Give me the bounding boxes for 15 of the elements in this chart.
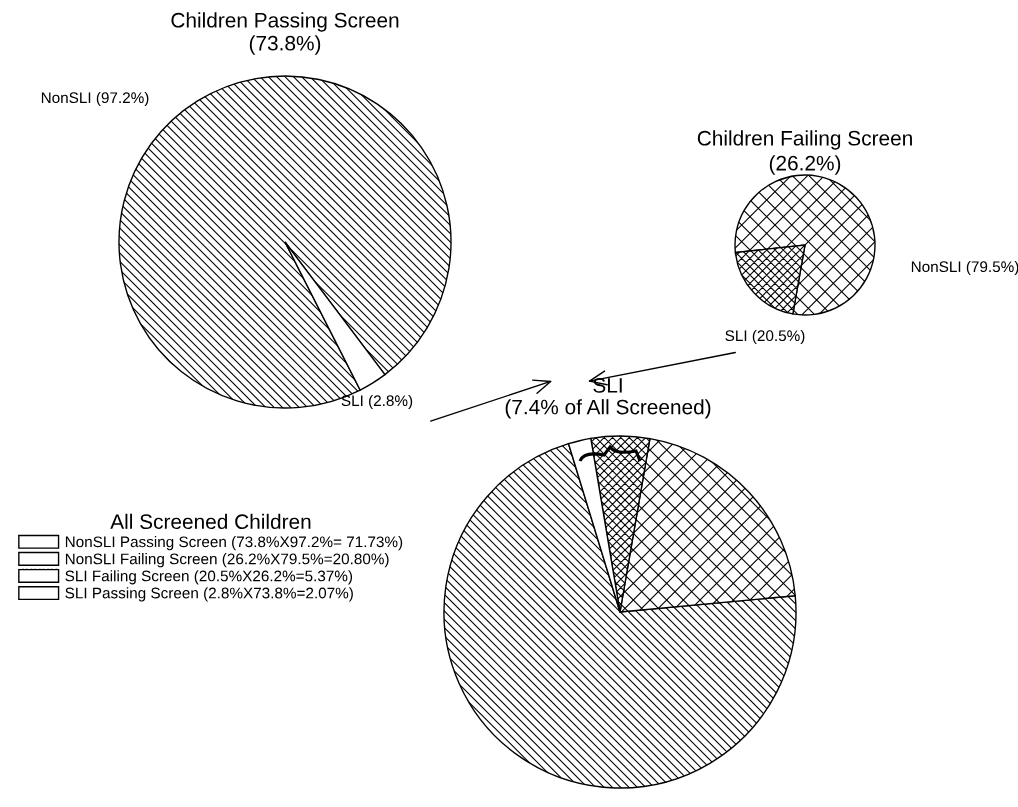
legend-title: All Screened Children	[110, 513, 311, 530]
pie-slice	[284, 241, 386, 391]
text: SLI (7.4% of All Screened)	[505, 378, 711, 419]
legend-label: NonSLI Failing Screen (26.2%X79.5%=20.80%)	[65, 553, 389, 568]
slice-label: NonSLI (97.2%)	[41, 91, 149, 107]
chart-title: Children Failing Screen	[697, 130, 912, 150]
slice-label: SLI (20.5%)	[725, 329, 805, 345]
chart-subtitle: (26.2%)	[769, 155, 841, 175]
chart-subtitle: (73.8%)	[249, 35, 321, 55]
legend-label: SLI Passing Screen (2.8%X73.8%=2.07%)	[65, 587, 353, 602]
legend-label: SLI Failing Screen (20.5%X26.2%=5.37%)	[65, 570, 353, 585]
chart-title: Children Passing Screen	[171, 12, 399, 32]
slice-label: SLI (2.8%)	[341, 394, 413, 410]
legend-label: NonSLI Passing Screen (73.8%X97.2%= 71.73%)	[65, 536, 403, 551]
slice-label: NonSLI (79.5%)	[911, 260, 1018, 276]
